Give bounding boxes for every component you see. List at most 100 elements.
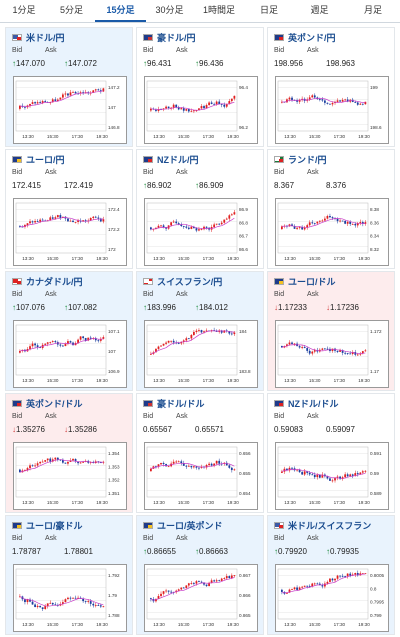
moving-average-line	[150, 330, 235, 355]
tab-1[interactable]: 5分足	[59, 5, 83, 15]
candle-body	[293, 587, 296, 590]
candlestick-chart[interactable]: 172.4 172.2 172 13:30 15:30 17:30 19:30	[13, 198, 127, 266]
candle-body	[321, 220, 324, 222]
candle-body	[361, 351, 364, 354]
candle-body	[31, 102, 34, 104]
candle-body	[69, 220, 72, 222]
x-tick-label: 15:30	[47, 500, 59, 505]
candle-body	[182, 587, 185, 589]
currency-pair-link[interactable]: ランド/円	[288, 155, 327, 165]
y-tick-label: 0.656	[239, 451, 251, 456]
candle-body	[344, 576, 347, 577]
candle-body	[51, 99, 54, 103]
x-tick-label: 19:30	[96, 622, 108, 627]
candle-body	[326, 476, 329, 479]
candle-body	[79, 336, 82, 340]
candlestick-chart[interactable]: 8.38 8.36 8.34 8.32 13:30 15:30 17:30 19:30	[275, 198, 389, 266]
x-tick-label: 17:30	[334, 622, 346, 627]
rate-card[interactable]: 米ドル/スイスフラン Bid Ask ↑0.79920 ↑0.79935 0.8005 0.…	[267, 515, 395, 635]
candlestick-chart[interactable]: 107.1 107 106.9 13:30 15:30 17:30 19:30	[13, 320, 127, 388]
rate-card[interactable]: 米ドル/円 Bid Ask ↑147.070 ↑147.072 147.2 147 146.8…	[5, 27, 133, 147]
bid-value: 198.956	[274, 59, 303, 68]
candlestick-chart[interactable]: 0.867 0.866 0.865 13:30 15:30 17:30 19:30	[144, 564, 258, 632]
x-tick-label: 19:30	[227, 378, 239, 383]
candlestick-chart[interactable]: 0.8005 0.8 0.7995 0.799 13:30 15:30 17:30 19:30	[275, 564, 389, 632]
trend-arrow-icon: ↑	[143, 547, 147, 556]
rate-card[interactable]: 英ポンド/ドル Bid Ask ↓1.35276 ↓1.35286 1.354 1.353 1…	[5, 393, 133, 513]
currency-pair-link[interactable]: 英ポンド/円	[288, 33, 336, 43]
candle-body	[185, 338, 188, 341]
candle-body	[49, 458, 52, 462]
currency-pair-link[interactable]: NZドル/ドル	[288, 399, 339, 409]
ask-label: Ask	[45, 169, 57, 176]
rate-card[interactable]: ユーロ/豪ドル Bid Ask 1.78787 1.78801 1.792 1.79 1.78…	[5, 515, 133, 635]
candlestick-chart[interactable]: 199 198.6 13:30 15:30 17:30 19:30	[275, 76, 389, 144]
currency-pair-link[interactable]: ユーロ/ドル	[288, 277, 336, 287]
currency-pair-link[interactable]: 豪ドル/円	[157, 33, 196, 43]
rate-card[interactable]: ユーロ/ドル Bid Ask ↓1.17233 ↓1.17236 1.172 1.17 13:…	[267, 271, 395, 391]
ask-value: ↓1.17236	[326, 303, 359, 312]
currency-pair-link[interactable]: 英ポンド/ドル	[26, 399, 83, 409]
currency-pair-link[interactable]: ユーロ/英ポンド	[157, 521, 223, 531]
candlestick-chart[interactable]: 0.591 0.59 0.589 13:30 15:30 17:30 19:30	[275, 442, 389, 510]
candle-body	[46, 603, 49, 607]
x-tick-label: 13:30	[153, 500, 165, 505]
trend-arrow-icon: ↑	[195, 547, 199, 556]
candlestick-chart[interactable]: 1.792 1.79 1.788 13:30 15:30 17:30 19:30	[13, 564, 127, 632]
y-tick-label: 0.799	[370, 613, 382, 618]
currency-pair-link[interactable]: 豪ドル/ドル	[157, 399, 205, 409]
candlestick-chart[interactable]: 1.172 1.17 13:30 15:30 17:30 19:30	[275, 320, 389, 388]
ask-value: 0.65571	[195, 425, 224, 434]
candle-body	[230, 575, 233, 579]
tab-7[interactable]: 月足	[363, 5, 382, 15]
candle-body	[356, 102, 359, 105]
rate-card[interactable]: スイスフラン/円 Bid Ask ↑183.996 ↑184.012 184 183.8 13…	[136, 271, 264, 391]
candlestick-chart[interactable]: 1.354 1.353 1.352 1.351 13:30 15:30 17:30 19:30	[13, 442, 127, 510]
candle-body	[89, 601, 92, 604]
tab-0[interactable]: 1分足	[12, 5, 36, 15]
currency-pair-link[interactable]: ユーロ/豪ドル	[26, 521, 83, 531]
trend-arrow-icon: ↑	[195, 303, 199, 312]
candle-body	[321, 585, 324, 587]
chart-svg: 1.792 1.79 1.788 13:30 15:30 17:30 19:30	[15, 568, 120, 627]
currency-pair-link[interactable]: スイスフラン/円	[157, 277, 223, 287]
candle-body	[162, 108, 165, 110]
tab-4[interactable]: 1時間足	[202, 5, 235, 15]
candle-body	[203, 331, 205, 333]
candle-body	[351, 223, 354, 225]
tab-2[interactable]: 15分足	[95, 0, 146, 22]
tab-3[interactable]: 30分足	[155, 5, 184, 15]
currency-pair-link[interactable]: 米ドル/円	[26, 33, 65, 43]
flag-icon	[12, 522, 22, 529]
rate-card[interactable]: 豪ドル/ドル Bid Ask 0.65567 0.65571 0.656 0.655 0.65…	[136, 393, 264, 513]
candlestick-chart[interactable]: 184 183.8 13:30 15:30 17:30 19:30	[144, 320, 258, 388]
rate-card[interactable]: NZドル/円 Bid Ask ↑86.902 ↑86.909 86.9 86.8 86.7 86…	[136, 149, 264, 269]
candlestick-chart[interactable]: 0.656 0.655 0.654 13:30 15:30 17:30 19:30	[144, 442, 258, 510]
candlestick-chart[interactable]: 147.2 147 146.8 13:30 15:30 17:30 19:30	[13, 76, 127, 144]
currency-pair-link[interactable]: ユーロ/円	[26, 155, 65, 165]
tab-6[interactable]: 週足	[310, 5, 329, 15]
rate-card[interactable]: NZドル/ドル Bid Ask 0.59083 0.59097 0.591 0.59 0.58…	[267, 393, 395, 513]
flag-icon	[274, 522, 284, 529]
rate-card[interactable]: ランド/円 Bid Ask 8.367 8.376 8.38 8.36 8.34 8.32 13:…	[267, 149, 395, 269]
ask-value: ↑0.86663	[195, 547, 228, 556]
rate-card[interactable]: ユーロ/英ポンド Bid Ask ↑0.86655 ↑0.86663 0.867 0.866…	[136, 515, 264, 635]
currency-pair-link[interactable]: 米ドル/スイスフラン	[288, 521, 372, 531]
rate-card[interactable]: カナダドル/円 Bid Ask ↑107.076 ↑107.082 107.1 107 106…	[5, 271, 133, 391]
candle-body	[167, 466, 170, 468]
candlestick-chart[interactable]: 96.4 96.2 13:30 15:30 17:30 19:30	[144, 76, 258, 144]
currency-pair-link[interactable]: NZドル/円	[157, 155, 199, 165]
currency-pair-link[interactable]: カナダドル/円	[26, 277, 83, 287]
x-tick-label: 19:30	[96, 256, 108, 261]
candlestick-chart[interactable]: 86.9 86.8 86.7 86.6 13:30 15:30 17:30 19:30	[144, 198, 258, 266]
candle-body	[298, 346, 301, 348]
trend-arrow-icon: ↓	[12, 425, 16, 434]
tab-5[interactable]: 日足	[259, 5, 278, 15]
rate-card[interactable]: 英ポンド/円 Bid Ask 198.956 198.963 199 198.6 13:30 1…	[267, 27, 395, 147]
candle-body	[339, 575, 341, 577]
candle-body	[172, 221, 175, 223]
candle-body	[41, 461, 44, 463]
rate-card[interactable]: 豪ドル/円 Bid Ask ↑96.431 ↑96.436 96.4 96.2 13:30 15…	[136, 27, 264, 147]
candle-body	[301, 586, 304, 588]
rate-card[interactable]: ユーロ/円 Bid Ask 172.415 172.419 172.4 172.2 172 13…	[5, 149, 133, 269]
